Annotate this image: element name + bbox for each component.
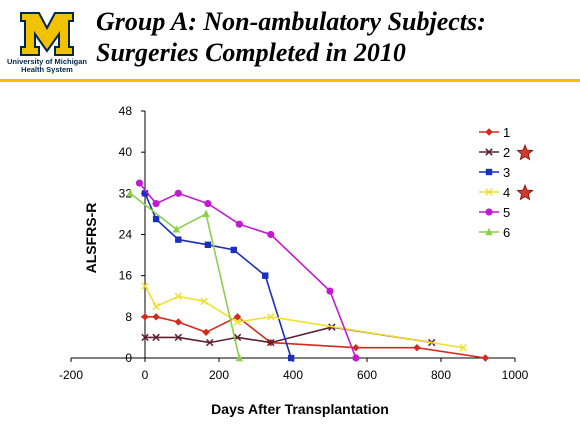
series-1-point [152,313,160,321]
series-5-point [235,220,243,228]
y-axis-title: ALSFRS-R [83,203,99,274]
series-4-point [200,297,208,306]
legend-swatch-marker [485,168,493,176]
legend-swatch-marker [485,208,493,216]
series-2-line [145,326,432,344]
series-1-point [413,344,421,352]
series-4-point [141,282,149,290]
y-tick-label: 48 [119,104,133,118]
series-3-point [175,236,182,243]
x-tick-label: -200 [59,368,83,382]
series-6-point [235,353,244,362]
series-3-line [144,192,292,359]
series-4-point [267,313,275,321]
legend-entry-4: 4 [479,183,534,201]
legend-label: 3 [503,165,510,180]
series-4-point [174,292,183,300]
series-4 [141,282,467,352]
series-3-point [204,241,212,248]
series-3-point [287,354,295,362]
series-3-point [141,190,149,197]
series-lines [126,179,490,362]
series-2 [141,323,436,347]
series-5-point [174,189,182,197]
series-5 [135,179,360,362]
series-6-point [202,209,210,218]
series-1-line [145,315,486,359]
series-4-point [233,318,242,326]
series-3-point [230,246,237,254]
series-5-point [135,179,144,187]
logo-text-line1: University of Michigan [7,57,87,66]
series-5-line [138,182,357,359]
series-1-point [174,318,182,326]
y-tick-label: 16 [119,269,133,283]
y-tick-label: 32 [119,186,133,200]
legend-star-icon [516,143,534,161]
series-3-point [152,215,160,223]
series-6-point [172,225,181,233]
legend-entry-2: 2 [479,143,534,161]
legend-star-icon [516,183,534,201]
legend-entry-6: 6 [479,225,510,240]
series-1-point [202,328,210,336]
series-3-point [262,272,269,279]
series-3 [141,190,295,362]
slide-title-line2: Surgeries Completed in 2010 [96,38,406,67]
series-6 [126,189,244,362]
series-4-point [152,302,160,311]
series-1-point [481,354,490,362]
legend-label: 1 [503,125,510,140]
series-2-point [267,338,275,347]
legend-swatch-marker [485,227,493,236]
title-divider [0,79,580,82]
legend-swatch-marker [485,128,493,136]
legend-swatch-marker [485,148,493,156]
series-6-line [129,192,241,359]
series-1-point [141,313,149,321]
series-1-point [352,344,360,352]
legend-label: 6 [503,225,510,240]
y-tick-label: 0 [125,351,132,365]
series-5-point [352,354,360,362]
series-6-point [126,189,134,197]
legend-entry-5: 5 [479,205,510,220]
series-2-point [206,338,214,347]
slide-title-line1: Group A: Non-ambulatory Subjects: [96,7,486,36]
series-5-point [204,200,212,208]
legend-entry-3: 3 [479,165,510,180]
legend-label: 4 [503,185,510,200]
legend: 1 2 3 4 5 6 [479,125,534,240]
series-5-point [267,230,275,239]
block-m-mark [20,12,74,56]
y-tick-label: 40 [119,145,133,159]
series-5-point [326,287,334,295]
x-tick-label: 200 [209,368,229,382]
x-tick-label: 600 [357,368,377,382]
x-tick-label: 1000 [502,368,529,382]
university-of-michigan-logo: University of Michigan Health System [7,12,87,74]
x-tick-label: 800 [431,368,451,382]
y-tick-label: 8 [125,310,132,324]
series-2-point [152,333,160,342]
slide-title: Group A: Non-ambulatory Subjects: Surger… [96,6,576,68]
series-4-point [459,343,467,352]
y-tick-label: 24 [119,228,133,242]
series-1-point [233,313,242,321]
x-axis-title: Days After Transplantation [211,401,389,417]
series-4-line [144,285,464,349]
x-tick-label: 400 [283,368,303,382]
series-5-point [152,200,160,208]
series-2-point [174,333,183,342]
series-2-point [141,333,149,342]
logo-text-line2: Health System [21,65,73,74]
x-tick-label: 0 [142,368,149,382]
legend-label: 5 [503,205,510,220]
legend-label: 2 [503,145,510,160]
series-1 [141,313,490,362]
legend-swatch-marker [485,188,493,196]
legend-entry-1: 1 [479,125,510,140]
